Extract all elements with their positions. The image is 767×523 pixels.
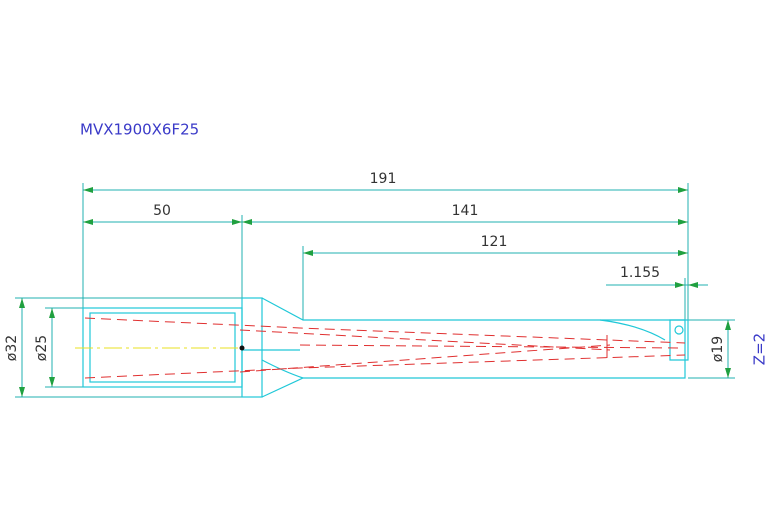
dimension-label: ø32 [4, 335, 20, 361]
hidden-lines [84, 317, 686, 379]
dimension-lines [15, 183, 735, 398]
dimension-label: 50 [153, 203, 171, 219]
dimension-label: 191 [370, 171, 397, 187]
dimension-label: ø25 [34, 335, 50, 361]
drawing-title: MVX1900X6F25 [80, 121, 199, 139]
center-line [75, 345, 245, 351]
teeth-label: Z=2 [751, 333, 767, 365]
tool-outline [242, 349, 304, 379]
dimension-label: ø19 [710, 336, 726, 362]
tool-outline [261, 297, 686, 398]
tool-outline [599, 319, 689, 361]
dimension-label: 1.155 [620, 265, 660, 281]
tool-outline [674, 325, 684, 335]
center-line [239, 345, 245, 351]
dimension-label: 121 [481, 234, 508, 250]
hidden-lines [84, 317, 686, 379]
dimension-label: 141 [452, 203, 479, 219]
